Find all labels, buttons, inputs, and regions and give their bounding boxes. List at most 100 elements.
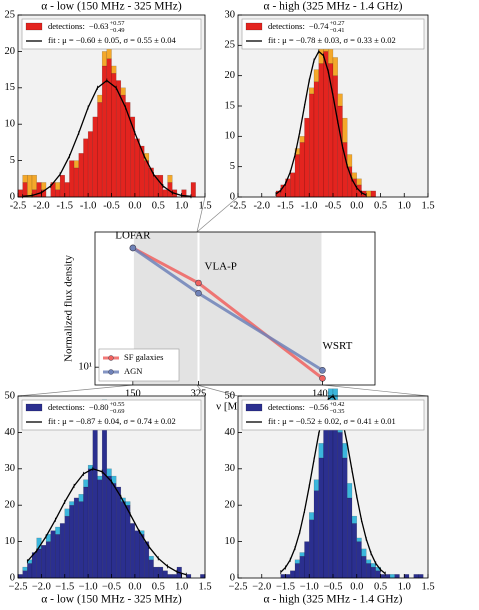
x-axis-label: α - low (150 MHz - 325 MHz) (41, 594, 182, 606)
bar (342, 457, 348, 579)
x-tick-label: 0.5 (152, 200, 165, 211)
chart-title: α - low (150 MHz - 325 MHz) (41, 1, 182, 13)
bar (294, 563, 300, 579)
x-tick-label: -2.5 (230, 200, 247, 211)
detections-lower: −0.69 (110, 408, 125, 415)
bar (337, 105, 343, 198)
bar (337, 432, 343, 579)
legend-detections: detections: −0.56+0.42 −0.35 (268, 401, 345, 415)
y-tick-label: 20 (225, 500, 236, 511)
x-tick-label: 1.5 (421, 581, 434, 592)
bar (64, 515, 70, 579)
bar (361, 548, 367, 557)
x-tick-label: −1.5 (276, 581, 295, 592)
bar (78, 153, 84, 198)
bar (285, 574, 291, 579)
bar (332, 410, 338, 579)
bar (290, 570, 296, 579)
legend-marker (108, 355, 114, 361)
bar (309, 512, 315, 520)
bar (64, 182, 70, 198)
bar (186, 574, 192, 579)
data-point (129, 244, 137, 252)
bar (337, 93, 343, 107)
bar (158, 566, 164, 579)
bar (97, 479, 103, 579)
bar (144, 160, 150, 198)
bar (27, 174, 33, 198)
x-tick-label: 1.0 (398, 200, 411, 211)
y-tick-label: 50 (5, 390, 16, 401)
legend-detections: detections: −0.80+0.55 −0.69 (48, 401, 125, 415)
bar (64, 508, 70, 517)
bar (351, 523, 357, 579)
legend-label: detections: (268, 21, 305, 31)
bar (106, 475, 112, 579)
bar (129, 116, 136, 198)
x-tick-label: 0.5 (152, 581, 165, 592)
bar (385, 574, 391, 579)
bar (162, 570, 168, 579)
x-tick-label: −0.5 (323, 581, 342, 592)
y-tick-label: 30 (225, 463, 236, 474)
detections-lower: −0.49 (110, 27, 125, 34)
data-point (195, 289, 202, 297)
bar (55, 526, 61, 535)
bar (78, 494, 84, 502)
legend-label: detections: (268, 402, 305, 412)
x-tick-label: 1.0 (398, 581, 411, 592)
bar (134, 138, 140, 198)
x-tick-label: 1.5 (421, 200, 434, 211)
x-tick-label: -1.5 (56, 200, 73, 211)
bar (370, 563, 376, 568)
bar (318, 63, 324, 198)
legend-swatch (245, 403, 263, 412)
bar (129, 523, 136, 579)
bar (190, 182, 196, 198)
bar (111, 483, 117, 579)
legend-swatch (25, 403, 43, 412)
bar (73, 497, 79, 579)
bar (50, 530, 56, 579)
bar (280, 574, 286, 579)
y-tick-label: 15 (225, 100, 236, 111)
bar (83, 138, 89, 198)
point-label: WSRT (322, 340, 352, 352)
detections-median: −0.80 (89, 402, 109, 412)
legend-detections: detections: −0.74+0.27 −0.41 (268, 20, 345, 34)
bar (200, 574, 206, 579)
bar (101, 51, 108, 67)
bar (83, 486, 89, 579)
y-tick-label: 20 (5, 46, 16, 57)
bar (294, 559, 300, 564)
bar (27, 563, 33, 579)
bar (323, 51, 329, 198)
bar (83, 479, 89, 488)
detections-lower: −0.41 (330, 27, 345, 34)
connector (196, 196, 239, 233)
y-tick-label: 0 (230, 191, 235, 202)
y-axis-label: Normalized flux density (63, 255, 75, 362)
frequency-band (199, 232, 322, 385)
bar (356, 537, 362, 542)
bar (404, 574, 410, 579)
legend-detections: detections: −0.63+0.57 −0.49 (48, 20, 125, 34)
x-tick-label: -0.5 (325, 200, 342, 211)
x-axis-label: α - high (325 MHz - 1.4 GHz) (264, 594, 403, 606)
legend-label: detections: (48, 21, 85, 31)
x-tick-label: -1.0 (301, 200, 318, 211)
bar (69, 505, 75, 579)
y-tick-label: 10 (225, 131, 236, 142)
legend-fit: fit : μ = −0.87 ± 0.04, σ = 0.74 ± 0.02 (48, 416, 176, 426)
x-tick-label: -0.5 (103, 200, 120, 211)
x-tick-label: -2.5 (10, 200, 27, 211)
legend-label: AGN (124, 366, 142, 376)
bar (290, 172, 296, 198)
bar (299, 552, 305, 557)
legend-fit: fit : μ = −0.52 ± 0.02, σ = 0.41 ± 0.01 (268, 416, 396, 426)
y-tick-label: 15 (5, 82, 16, 93)
bar (111, 73, 117, 198)
y-tick-label: 25 (225, 40, 236, 51)
bar (309, 93, 315, 198)
bar (111, 65, 117, 74)
